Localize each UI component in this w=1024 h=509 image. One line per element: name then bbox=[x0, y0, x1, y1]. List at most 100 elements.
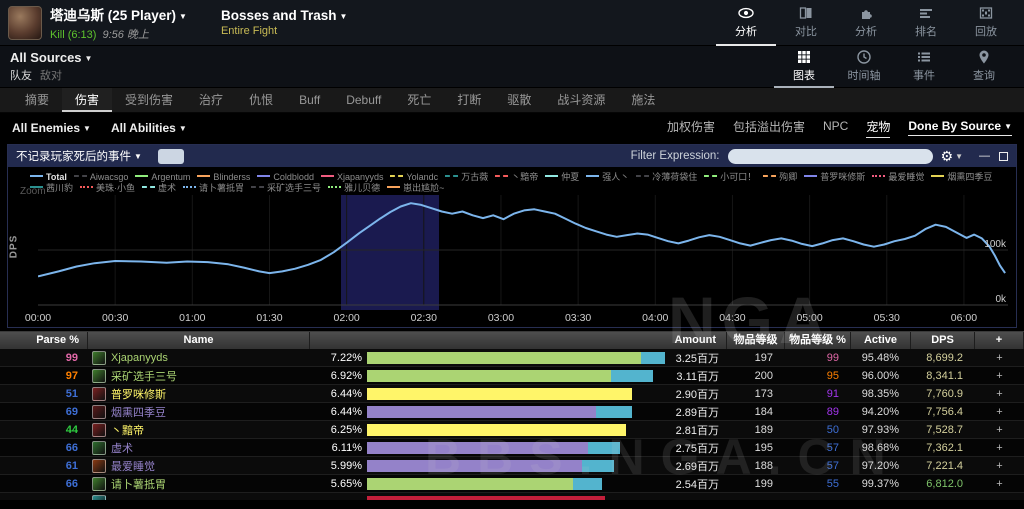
tab-5[interactable]: Buff bbox=[299, 93, 321, 107]
abilities-dropdown[interactable]: All Abilities ▼ bbox=[111, 121, 187, 135]
player-name[interactable]: 请卜薯抵胃 bbox=[111, 478, 166, 491]
table-row[interactable] bbox=[0, 493, 1024, 500]
enemies-toggle[interactable]: 敌对 bbox=[40, 70, 62, 82]
col-active[interactable]: Active bbox=[851, 332, 911, 349]
boss-avatar[interactable] bbox=[8, 5, 42, 40]
legend-item[interactable]: 强人丶 bbox=[586, 172, 629, 183]
table-row[interactable]: 51 普罗咪修斯 6.44% 2.90百万 173 91 98.35% 7,760.9 + bbox=[0, 385, 1024, 403]
chevron-down-icon[interactable]: ▼ bbox=[955, 151, 963, 161]
fight-scope[interactable]: Bosses and Trash ▼ bbox=[221, 8, 347, 23]
expand-row-button[interactable]: + bbox=[996, 423, 1003, 436]
legend-item[interactable]: 采矿选手三号 bbox=[251, 183, 321, 194]
legend-item[interactable]: 最爱睡觉 bbox=[872, 172, 924, 183]
legend-item[interactable]: 请卜薯抵胃 bbox=[183, 183, 244, 194]
table-row[interactable]: 99 Xjapanyyds 7.22% 3.25百万 197 99 95.48% 8,699.… bbox=[0, 349, 1024, 367]
view-timeline[interactable]: 时间轴 bbox=[834, 46, 894, 88]
table-row[interactable]: 69 烟熏四季豆 6.44% 2.89百万 184 89 94.20% 7,756.4 + bbox=[0, 403, 1024, 421]
player-name[interactable]: 普罗咪修斯 bbox=[111, 388, 166, 401]
legend-item[interactable]: Blinderss bbox=[197, 172, 250, 183]
legend-item[interactable]: Total bbox=[30, 172, 67, 183]
player-name[interactable]: Xjapanyyds bbox=[111, 351, 168, 364]
filter-option-1[interactable]: 包括溢出伤害 bbox=[733, 119, 806, 134]
expand-row-button[interactable]: + bbox=[996, 387, 1003, 400]
filter-option-4[interactable]: Done By Source ▼ bbox=[908, 119, 1012, 136]
chart-selection-region[interactable] bbox=[341, 195, 440, 310]
legend-item[interactable]: 万古薇 bbox=[445, 172, 488, 183]
table-row[interactable]: 44 丶黯帝 6.25% 2.81百万 189 50 97.93% 7,528.7 + bbox=[0, 421, 1024, 439]
legend-item[interactable]: 丶黯帝 bbox=[495, 172, 538, 183]
friendlies-toggle[interactable]: 队友 bbox=[10, 70, 32, 82]
tab-9[interactable]: 驱散 bbox=[507, 93, 532, 107]
view-queries[interactable]: 查询 bbox=[954, 46, 1014, 88]
dps-chart[interactable]: Zoom DPS 100k 0k 00:00 00:30 01:00 01:30 02:00… bbox=[8, 186, 1016, 327]
filter-expression-input[interactable] bbox=[727, 148, 933, 164]
legend-item[interactable]: 仲夏 bbox=[545, 172, 579, 183]
player-name[interactable]: 烟熏四季豆 bbox=[111, 406, 166, 419]
nav-compare[interactable]: 对比 bbox=[776, 0, 836, 46]
death-filter-dropdown[interactable]: 不记录玩家死后的事件 ▼ bbox=[16, 148, 142, 164]
legend-item[interactable]: 美珠·小鱼 bbox=[80, 183, 135, 194]
table-row[interactable]: 66 请卜薯抵胃 5.65% 2.54百万 199 55 99.37% 6,812.0 + bbox=[0, 475, 1024, 493]
nav-analyze[interactable]: 分析 bbox=[716, 0, 776, 46]
tab-7[interactable]: 死亡 bbox=[407, 93, 432, 107]
filter-option-0[interactable]: 加权伤害 bbox=[666, 119, 715, 134]
fight-title-group[interactable]: 塔迪乌斯 (25 Player) ▼ Kill (6:13) 9:56 晚上 bbox=[50, 4, 187, 42]
col-ilvl-pct[interactable]: 物品等级 % bbox=[785, 332, 851, 349]
boss-title[interactable]: 塔迪乌斯 (25 Player) ▼ bbox=[50, 4, 187, 24]
legend-item[interactable]: Argentum bbox=[135, 172, 190, 183]
expand-row-button[interactable]: + bbox=[996, 459, 1003, 472]
filter-option-3[interactable]: 宠物 bbox=[866, 118, 891, 138]
graph-toggle[interactable] bbox=[157, 148, 184, 164]
player-name[interactable]: 最爱睡觉 bbox=[111, 460, 155, 473]
legend-item[interactable]: 普罗咪修斯 bbox=[804, 172, 865, 183]
tab-2[interactable]: 受到伤害 bbox=[125, 93, 174, 107]
tab-11[interactable]: 施法 bbox=[631, 93, 656, 107]
tab-4[interactable]: 仇恨 bbox=[249, 93, 274, 107]
nav-analyze-2[interactable]: 分析 bbox=[836, 0, 896, 46]
expand-row-button[interactable]: + bbox=[996, 441, 1003, 454]
tab-0[interactable]: 摘要 bbox=[25, 93, 50, 107]
player-name[interactable]: 虚术 bbox=[111, 442, 133, 455]
tab-1[interactable]: 伤害 bbox=[62, 88, 113, 112]
legend-item[interactable]: 殉卿 bbox=[763, 172, 797, 183]
legend-item[interactable]: 小可口！ bbox=[704, 172, 756, 183]
expand-row-button[interactable]: + bbox=[996, 369, 1003, 382]
maximize-icon[interactable] bbox=[999, 151, 1008, 161]
legend-item[interactable]: 茜川豹 bbox=[30, 183, 73, 194]
legend-item[interactable]: 烟熏四季豆 bbox=[931, 172, 992, 183]
fight-scope-group[interactable]: Bosses and Trash ▼ Entire Fight bbox=[221, 8, 347, 37]
legend-item[interactable]: Yolandc bbox=[390, 172, 438, 183]
legend-item[interactable]: 雅儿贝德 bbox=[328, 183, 380, 194]
view-graph[interactable]: 图表 bbox=[774, 46, 834, 88]
legend-item[interactable]: Coldblodd bbox=[257, 172, 314, 183]
player-name[interactable]: 丶黯帝 bbox=[111, 424, 144, 437]
legend-item[interactable]: 虚术 bbox=[142, 183, 176, 194]
minimize-icon[interactable]: — bbox=[979, 150, 990, 162]
legend-item[interactable]: 崽出尴尬~ bbox=[387, 183, 444, 194]
tab-6[interactable]: Debuff bbox=[346, 93, 382, 107]
gear-icon[interactable]: ⚙ bbox=[940, 147, 954, 164]
filter-option-2[interactable]: NPC bbox=[823, 119, 849, 133]
view-events[interactable]: 事件 bbox=[894, 46, 954, 88]
nav-replay[interactable]: 回放 bbox=[956, 0, 1016, 46]
col-dps[interactable]: DPS bbox=[911, 332, 975, 349]
expand-row-button[interactable]: + bbox=[996, 477, 1003, 490]
col-name[interactable]: Name bbox=[88, 332, 310, 349]
nav-rankings[interactable]: 排名 bbox=[896, 0, 956, 46]
expand-row-button[interactable]: + bbox=[996, 405, 1003, 418]
table-row[interactable]: 97 采矿选手三号 6.92% 3.11百万 200 95 96.00% 8,341.1 + bbox=[0, 367, 1024, 385]
col-amount[interactable]: Amount bbox=[310, 332, 727, 349]
table-row[interactable]: 66 虚术 6.11% 2.75百万 195 57 98.68% 7,362.1 + bbox=[0, 439, 1024, 457]
table-row[interactable]: 61 最爱睡觉 5.99% 2.69百万 188 57 97.20% 7,221.4 + bbox=[0, 457, 1024, 475]
source-selector[interactable]: All Sources ▼ bbox=[10, 50, 92, 65]
enemies-dropdown[interactable]: All Enemies ▼ bbox=[12, 121, 91, 135]
tab-8[interactable]: 打断 bbox=[457, 93, 482, 107]
col-ilvl[interactable]: 物品等级 bbox=[727, 332, 785, 349]
legend-item[interactable]: 冷薄荷袋住 bbox=[636, 172, 697, 183]
tab-10[interactable]: 战斗资源 bbox=[557, 93, 606, 107]
legend-item[interactable]: Aiwacsgo bbox=[73, 172, 128, 183]
player-name[interactable]: 采矿选手三号 bbox=[111, 370, 177, 383]
expand-row-button[interactable]: + bbox=[996, 351, 1003, 364]
tab-3[interactable]: 治疗 bbox=[199, 93, 224, 107]
col-parse[interactable]: Parse % bbox=[0, 332, 88, 349]
